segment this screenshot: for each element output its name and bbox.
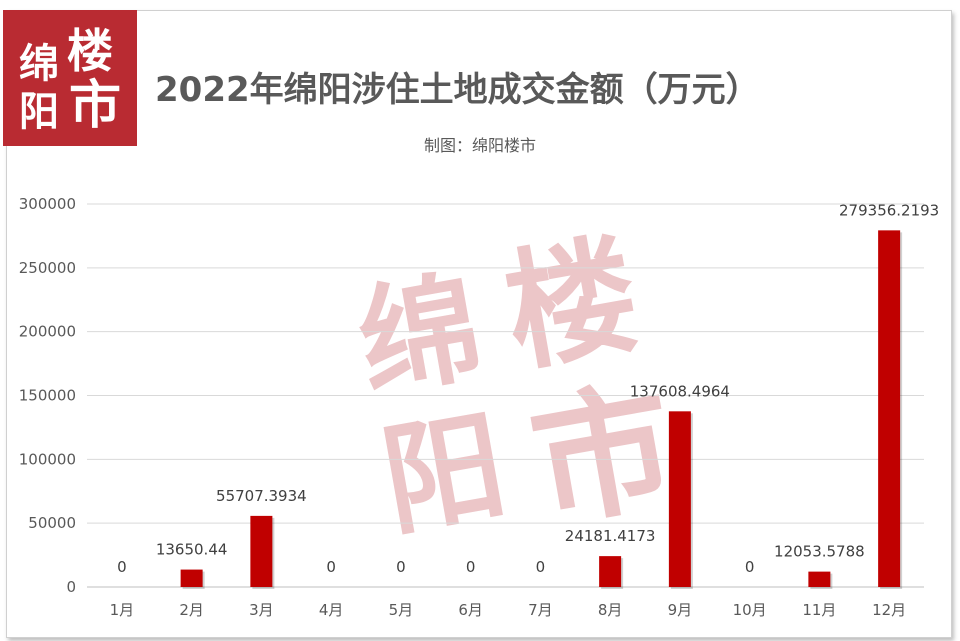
data-label: 0 — [117, 558, 127, 576]
logo-char: 阳 — [19, 88, 59, 135]
y-tick-label: 150000 — [19, 387, 76, 405]
chart-subtitle: 制图：绵阳楼市 — [423, 136, 536, 155]
bar — [808, 571, 831, 587]
x-tick-label: 1月 — [110, 601, 135, 619]
y-tick-label: 200000 — [19, 323, 76, 341]
y-tick-label: 300000 — [19, 195, 76, 213]
y-tick-label: 0 — [66, 578, 76, 596]
logo-char: 楼 — [67, 24, 113, 78]
data-label: 0 — [466, 558, 476, 576]
bar — [878, 230, 901, 587]
x-tick-label: 8月 — [598, 601, 623, 619]
bar — [180, 569, 203, 587]
data-label: 12053.5788 — [774, 543, 865, 561]
logo-char: 市 — [69, 75, 122, 136]
x-tick-label: 10月 — [733, 601, 767, 619]
data-label: 137608.4964 — [630, 382, 730, 400]
x-tick-label: 11月 — [802, 601, 836, 619]
data-label: 0 — [326, 558, 336, 576]
y-tick-label: 100000 — [19, 450, 76, 468]
y-tick-label: 250000 — [19, 259, 76, 277]
data-label: 24181.4173 — [565, 527, 656, 545]
x-tick-label: 6月 — [458, 601, 483, 619]
y-tick-label: 50000 — [28, 514, 76, 532]
x-tick-label: 2月 — [179, 601, 204, 619]
data-label: 13650.44 — [156, 541, 228, 559]
x-tick-label: 12月 — [872, 601, 906, 619]
data-label: 0 — [745, 558, 755, 576]
data-label: 0 — [536, 558, 546, 576]
bar — [599, 556, 622, 587]
x-tick-label: 9月 — [668, 601, 693, 619]
brand-logo: 绵 楼 阳 市 — [3, 10, 137, 146]
logo-char: 绵 — [19, 40, 59, 87]
bar — [250, 515, 273, 587]
bar — [668, 411, 691, 587]
data-label: 55707.3934 — [216, 487, 307, 505]
x-tick-label: 3月 — [249, 601, 274, 619]
data-label: 0 — [396, 558, 406, 576]
x-tick-label: 7月 — [528, 601, 553, 619]
data-label: 279356.2193 — [839, 201, 939, 219]
x-tick-label: 4月 — [319, 601, 344, 619]
x-tick-label: 5月 — [389, 601, 414, 619]
chart-title: 2022年绵阳涉住土地成交金额（万元） — [155, 70, 760, 110]
chart-frame — [6, 10, 952, 638]
